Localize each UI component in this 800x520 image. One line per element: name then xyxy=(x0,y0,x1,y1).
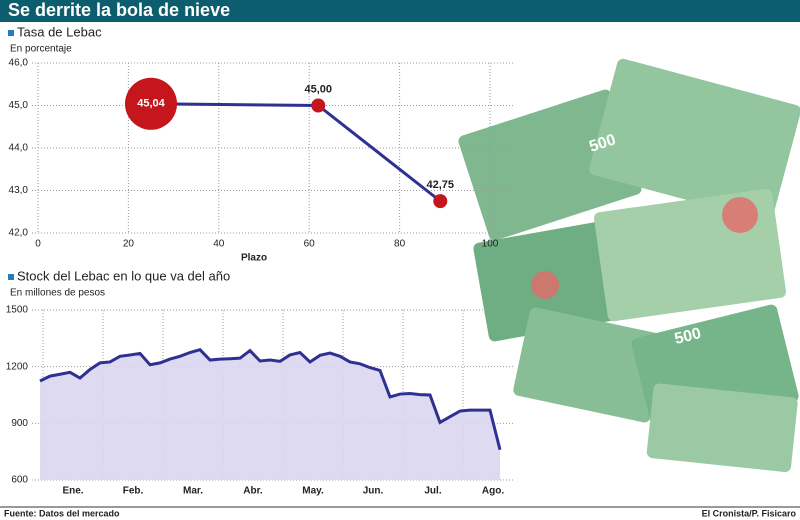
x-tick-label: 60 xyxy=(304,239,316,250)
chart-title: Stock del Lebac en lo que va del año xyxy=(17,268,230,283)
x-tick-label: 100 xyxy=(482,239,499,250)
y-tick-label: 45,0 xyxy=(9,100,29,111)
x-tick-label: 20 xyxy=(123,239,135,250)
title-banner xyxy=(0,0,800,22)
marker xyxy=(433,194,448,209)
x-tick-label: May. xyxy=(302,486,324,497)
y-tick-label: 1200 xyxy=(6,361,29,372)
x-tick-label: Mar. xyxy=(183,486,203,497)
x-tick-label: Abr. xyxy=(243,486,263,497)
chart-subtitle: En millones de pesos xyxy=(10,288,105,299)
x-tick-label: Ago. xyxy=(482,486,504,497)
svg-text:500: 500 xyxy=(673,325,703,348)
data-label: 45,04 xyxy=(137,98,165,110)
x-tick-label: 0 xyxy=(35,239,41,250)
y-tick-label: 43,0 xyxy=(9,185,29,196)
source: Fuente: Datos del mercado xyxy=(4,508,120,518)
y-tick-label: 46,0 xyxy=(9,58,29,69)
page-title: Se derrite la bola de nieve xyxy=(8,0,230,20)
y-tick-label: 42,0 xyxy=(9,228,29,239)
area xyxy=(40,349,500,480)
x-tick-label: Jun. xyxy=(363,486,384,497)
title-bullet xyxy=(8,30,14,36)
data-label: 42,75 xyxy=(427,179,455,191)
line xyxy=(150,102,442,203)
y-tick-label: 600 xyxy=(11,475,28,486)
chart-title: Tasa de Lebac xyxy=(17,24,102,39)
y-tick-label: 900 xyxy=(11,418,28,429)
photo-decoration: 500 500 xyxy=(458,58,800,473)
x-tick-label: Feb. xyxy=(123,486,144,497)
y-tick-label: 44,0 xyxy=(9,143,29,154)
x-axis-label: Plazo xyxy=(241,253,267,264)
data-label: 45,00 xyxy=(304,83,332,95)
marker xyxy=(125,77,177,130)
title-bullet xyxy=(8,274,14,280)
marker xyxy=(311,98,326,113)
x-tick-label: Jul. xyxy=(424,486,441,497)
x-tick-label: 80 xyxy=(394,239,406,250)
x-tick-label: Ene. xyxy=(62,486,83,497)
y-tick-label: 1500 xyxy=(6,305,29,316)
chart-subtitle: En porcentaje xyxy=(10,44,72,55)
line xyxy=(39,347,502,451)
x-tick-label: 40 xyxy=(213,239,225,250)
credit: El Cronista/P. Fisicaro xyxy=(702,508,797,518)
